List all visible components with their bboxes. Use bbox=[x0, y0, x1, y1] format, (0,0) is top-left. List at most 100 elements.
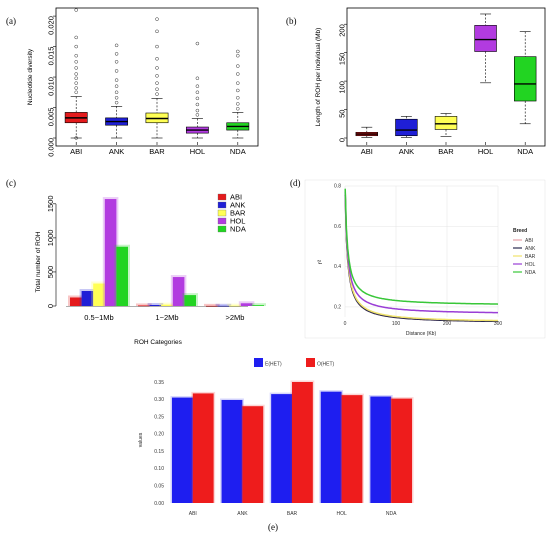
panel-a-outlier bbox=[195, 102, 200, 107]
panel-b-box-nda bbox=[514, 56, 537, 102]
panel-c-bar-ank bbox=[217, 305, 230, 307]
panel-b-box-bar bbox=[434, 116, 458, 130]
panel-c-bar-bar bbox=[161, 304, 173, 306]
panel-c-ytick-label: 500 bbox=[46, 266, 55, 279]
panel-d-xtick-label: 100 bbox=[392, 321, 401, 327]
panel-b-ytick-label: 150 bbox=[338, 53, 347, 66]
panel-a-outlier bbox=[74, 76, 78, 80]
panel-a-ytick-label: 0.010 bbox=[47, 77, 56, 96]
panel-e-bar-ehet bbox=[221, 399, 243, 503]
panel-a-outlier bbox=[74, 35, 78, 40]
panel-c-legend-swatch-nda bbox=[217, 225, 227, 233]
panel-c-legend-label-bar: BAR bbox=[230, 209, 246, 218]
panel-e-ytick-label: 0.05 bbox=[154, 484, 164, 490]
panel-e-xtick-label: ABI bbox=[189, 511, 197, 517]
panel-e-bar-ehet bbox=[271, 394, 292, 503]
panel-c-bar-glow bbox=[250, 303, 266, 306]
panel-a-outlier bbox=[155, 74, 159, 78]
panel-d-legend-label-nda: NDA bbox=[525, 270, 536, 276]
panel-a-outlier bbox=[114, 90, 119, 94]
panel-a-ytick-label: 0.015 bbox=[47, 47, 56, 66]
panel-a-outlier bbox=[195, 76, 200, 80]
panel-d-xtick-label: 200 bbox=[443, 321, 452, 327]
panel-d-xtick-label: 300 bbox=[494, 321, 503, 327]
panel-e-bar-ohet bbox=[341, 395, 363, 503]
panel-d-line-hol bbox=[344, 191, 498, 314]
panel-a-outlier bbox=[74, 60, 78, 64]
panel-d-line-nda bbox=[344, 188, 499, 305]
panel-b-boxplot: Length of ROH per individual (Mb) 0 50 100… bbox=[315, 7, 546, 156]
panel-a-outlier bbox=[114, 100, 119, 105]
panel-a-outlier bbox=[236, 102, 240, 106]
panel-a-outlier bbox=[74, 54, 78, 58]
panel-e-bar-ehet bbox=[171, 397, 193, 503]
panel-a-outlier bbox=[114, 43, 119, 48]
panel-d-line-bar bbox=[344, 190, 498, 322]
panel-a-outlier bbox=[195, 96, 200, 101]
panel-e-ytick-label: 0.25 bbox=[154, 414, 164, 420]
panel-b-xtick-label: NDA bbox=[517, 147, 533, 156]
panel-d-legend-title: Breed bbox=[513, 228, 527, 234]
panel-c-xtick-label: >2Mb bbox=[226, 313, 245, 322]
panel-c-bar-nda bbox=[184, 295, 196, 306]
panel-b-ytick-label: 100 bbox=[338, 81, 347, 94]
panel-c-xlabel: ROH Categories bbox=[134, 339, 182, 346]
panel-a-outlier bbox=[114, 60, 119, 64]
panel-c-bar-hol bbox=[172, 277, 185, 306]
panel-c-legend-swatch-ank bbox=[217, 201, 227, 209]
panel-a-xtick-label: ANK bbox=[109, 147, 124, 156]
panel-b-box-ank bbox=[395, 118, 418, 137]
panel-a-outlier bbox=[74, 90, 78, 94]
panel-e-legend-swatch-ohet bbox=[306, 358, 315, 367]
panel-d-ytick-label: 0.6 bbox=[334, 224, 341, 230]
panel-a-outlier bbox=[155, 92, 159, 96]
panel-a-outlier bbox=[236, 107, 240, 111]
panel-c-bar-ank bbox=[149, 304, 162, 306]
panel-a-outlier bbox=[74, 86, 78, 90]
panel-c-bar-abi bbox=[206, 305, 218, 307]
panel-d-legend-label-bar: BAR bbox=[525, 254, 536, 260]
panel-e-bar-ehet bbox=[370, 396, 392, 503]
panel-d-background bbox=[304, 179, 546, 339]
panel-e-ytick-label: 0.00 bbox=[154, 501, 164, 507]
panel-a-outlier bbox=[236, 72, 240, 76]
panel-c-bar-glow bbox=[204, 303, 220, 306]
panel-d-label: (d) bbox=[290, 178, 301, 188]
panel-a-ytick-label: 0.020 bbox=[47, 16, 56, 35]
panel-b-xtick-label: ABI bbox=[361, 147, 373, 156]
panel-a-outlier bbox=[74, 8, 78, 12]
panel-a-ytick-label: 0.005 bbox=[47, 108, 56, 127]
panel-a-outlier bbox=[114, 69, 119, 73]
panel-a-outlier bbox=[236, 64, 240, 68]
panel-e-ytick-label: 0.15 bbox=[154, 449, 164, 455]
panel-c-bar-glow bbox=[136, 303, 152, 306]
panel-e-ytick-label: 0.35 bbox=[154, 380, 164, 386]
panel-a-outlier bbox=[155, 29, 159, 34]
panel-a-outlier bbox=[236, 88, 240, 93]
panel-a-boxplot: Nucleotide diversity 0.000 0.005 0.010 0.01… bbox=[27, 7, 259, 157]
panel-a-outlier bbox=[155, 57, 159, 61]
panel-b-xtick-label: BAR bbox=[438, 147, 454, 156]
panel-a-outlier bbox=[155, 66, 159, 70]
panel-a-outlier bbox=[236, 49, 240, 54]
panel-c-ytick-label: 0 bbox=[46, 304, 55, 308]
panel-c-bar-abi bbox=[70, 297, 82, 306]
panel-a-outlier bbox=[195, 41, 200, 46]
panel-c-legend-swatch-hol bbox=[217, 217, 227, 225]
panel-a-ytick-label: 0.000 bbox=[47, 138, 56, 157]
panel-c-bar-ank bbox=[81, 291, 94, 306]
panel-e-ylabel: values bbox=[138, 432, 144, 447]
panel-c-bar-hol bbox=[240, 303, 253, 306]
panel-e-ytick-label: 0.20 bbox=[154, 432, 164, 438]
panel-e-ytick-label: 0.10 bbox=[154, 466, 164, 472]
panel-c-bar-bar bbox=[93, 283, 105, 306]
panel-e-xtick-label: BAR bbox=[287, 511, 298, 517]
panel-d-linechart: Distance (Kb) r² Breed 0 100 200 300 0.2 0.4 0… bbox=[304, 179, 546, 339]
panel-a-outlier bbox=[155, 44, 159, 49]
panel-e-bar-ehet bbox=[320, 391, 342, 503]
panel-a-outlier bbox=[114, 78, 119, 82]
panel-a-xtick-label: BAR bbox=[149, 147, 165, 156]
panel-b-label: (b) bbox=[286, 16, 297, 26]
panel-b-xtick-label: ANK bbox=[399, 147, 414, 156]
panel-e-bar-ohet bbox=[292, 382, 313, 503]
